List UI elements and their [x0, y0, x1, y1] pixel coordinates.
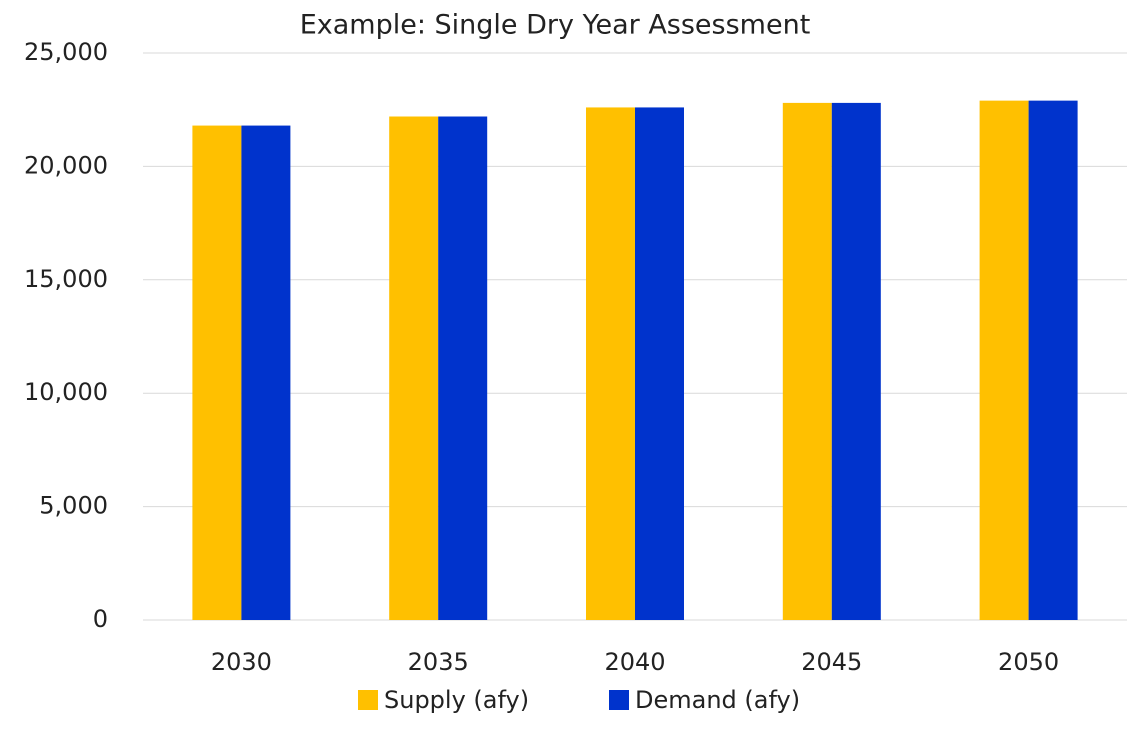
- x-tick-label: 2030: [211, 648, 272, 676]
- legend-label: Demand (afy): [635, 686, 800, 714]
- y-tick-label: 10,000: [24, 378, 108, 406]
- bar: [192, 125, 242, 621]
- y-tick-label: 15,000: [24, 265, 108, 293]
- y-tick-label: 20,000: [24, 151, 108, 179]
- y-tick-label: 5,000: [39, 492, 108, 520]
- bar: [438, 116, 488, 620]
- x-tick-label: 2045: [801, 648, 862, 676]
- bar: [1028, 100, 1078, 621]
- legend-label: Supply (afy): [384, 686, 529, 714]
- x-tick-label: 2040: [604, 648, 665, 676]
- bar: [389, 116, 439, 620]
- bar: [635, 107, 684, 620]
- legend-swatch: [609, 690, 629, 710]
- bar: [241, 125, 291, 621]
- y-tick-label: 0: [93, 605, 108, 633]
- bar: [831, 102, 881, 620]
- legend-swatch: [358, 690, 378, 710]
- bar: [979, 100, 1029, 621]
- x-tick-label: 2050: [998, 648, 1059, 676]
- y-tick-label: 25,000: [24, 38, 108, 66]
- chart-title: Example: Single Dry Year Assessment: [300, 10, 811, 41]
- bar: [782, 102, 832, 620]
- x-tick-label: 2035: [408, 648, 469, 676]
- bar: [586, 107, 635, 620]
